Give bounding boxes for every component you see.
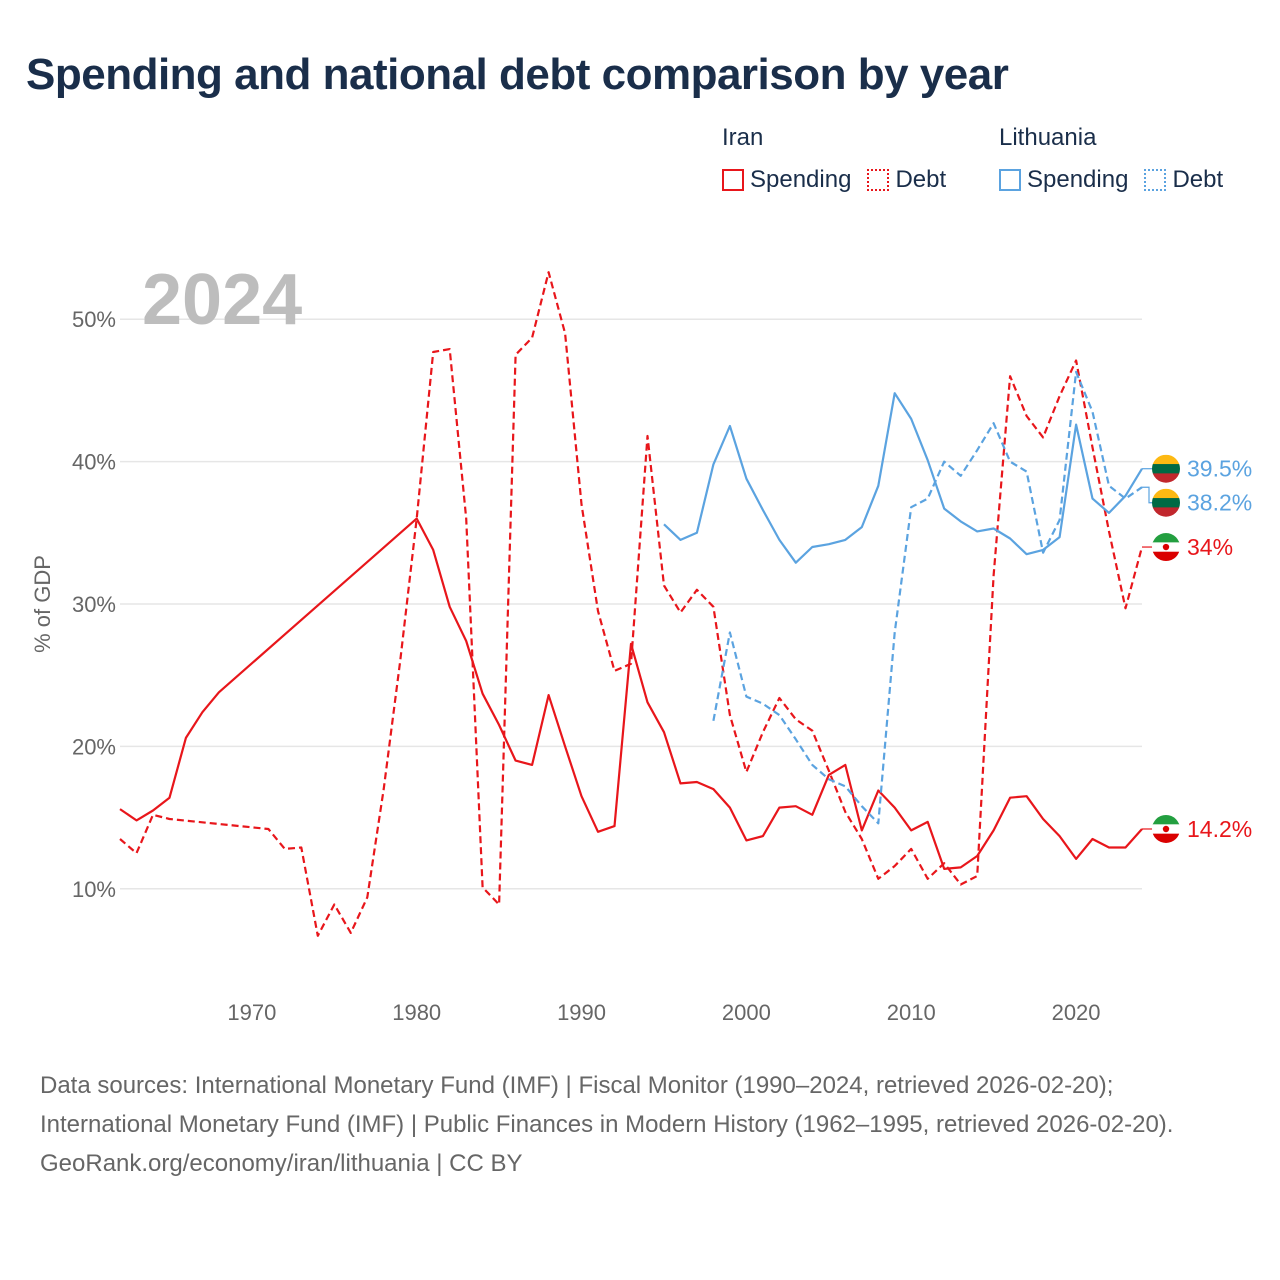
legend-item-label: Debt: [895, 166, 947, 193]
end-label-lithuania-debt: 38.2%: [1142, 486, 1252, 517]
legend-item-lithuania-spending[interactable]: Spending: [999, 166, 1128, 194]
end-value-label: 39.5%: [1187, 456, 1252, 482]
series-line-lithuania-debt: [712, 370, 1143, 825]
flag-emblem: [1162, 543, 1170, 551]
flag-stripe: [1152, 454, 1180, 465]
y-tick-label: 40%: [72, 450, 116, 475]
end-value-label: 14.2%: [1187, 816, 1252, 842]
series-line-iran-spending: [119, 517, 1143, 870]
y-tick-label: 30%: [72, 592, 116, 617]
legend-swatch-dotted-icon: [867, 169, 890, 191]
series-line-iran-debt: [119, 271, 1144, 937]
y-tick-label: 50%: [72, 307, 116, 332]
x-tick-label: 1970: [227, 1000, 276, 1025]
x-tick-label: 1980: [392, 1000, 441, 1025]
end-label-lithuania-spending: 39.5%: [1142, 454, 1252, 483]
iran-flag-icon: [1152, 814, 1180, 843]
series-line-lithuania-spending: [663, 392, 1143, 564]
legend-swatch-dotted-icon: [1144, 169, 1167, 191]
flag-stripe: [1152, 473, 1180, 483]
flag-stripe: [1152, 464, 1180, 474]
flag-stripe: [1152, 814, 1180, 825]
line-chart: 10% 20% 30% 40% 50% 1970 1980 1990 2000 2010 2020%…: [30, 260, 1252, 1025]
y-tick-label: 10%: [72, 877, 116, 902]
y-tick-label: 20%: [72, 734, 116, 759]
lithuania-flag-icon: [1152, 488, 1180, 517]
legend-swatch-solid-icon: [999, 169, 1021, 191]
flag-stripe: [1152, 533, 1180, 543]
legend-item-label: Debt: [1172, 166, 1224, 193]
end-label-iran-spending: 14.2%: [1142, 814, 1252, 843]
legend-group-iran: Iran Spending Debt: [722, 124, 962, 194]
legend-item-iran-debt[interactable]: Debt: [867, 166, 946, 194]
flag-stripe: [1152, 507, 1180, 517]
legend-swatch-solid-icon: [722, 169, 744, 191]
flag-stripe: [1152, 551, 1180, 562]
end-label-connector: [1142, 486, 1154, 504]
legend-item-iran-spending[interactable]: Spending: [722, 166, 851, 194]
legend-country-label: Lithuania: [999, 124, 1097, 151]
y-axis-title: % of GDP: [30, 555, 55, 653]
attribution: GeoRank.org/economy/iran/lithuania | CC …: [40, 1150, 523, 1177]
flag-stripe: [1152, 488, 1180, 499]
footer: Data sources: International Monetary Fun…: [40, 1066, 1240, 1183]
iran-flag-icon: [1152, 533, 1180, 562]
end-label-iran-debt: 34%: [1142, 533, 1233, 562]
legend-country-label: Iran: [722, 124, 764, 151]
lithuania-flag-icon: [1152, 454, 1180, 483]
data-sources: Data sources: International Monetary Fun…: [40, 1072, 1174, 1138]
legend-item-lithuania-debt[interactable]: Debt: [1144, 166, 1223, 194]
end-value-label: 38.2%: [1187, 490, 1252, 516]
x-tick-label: 2010: [887, 1000, 936, 1025]
legend-item-label: Spending: [750, 166, 852, 193]
legend-item-label: Spending: [1027, 166, 1129, 193]
flag-stripe: [1152, 833, 1180, 843]
x-tick-label: 2000: [722, 1000, 771, 1025]
x-tick-label: 1990: [557, 1000, 606, 1025]
end-value-label: 34%: [1187, 534, 1233, 560]
x-tick-label: 2020: [1052, 1000, 1101, 1025]
legend-group-lithuania: Lithuania Spending Debt: [999, 124, 1239, 194]
chart-title: Spending and national debt comparison by…: [26, 50, 1009, 99]
flag-emblem: [1162, 825, 1170, 833]
flag-stripe: [1152, 498, 1180, 508]
year-label: 2024: [142, 260, 302, 340]
